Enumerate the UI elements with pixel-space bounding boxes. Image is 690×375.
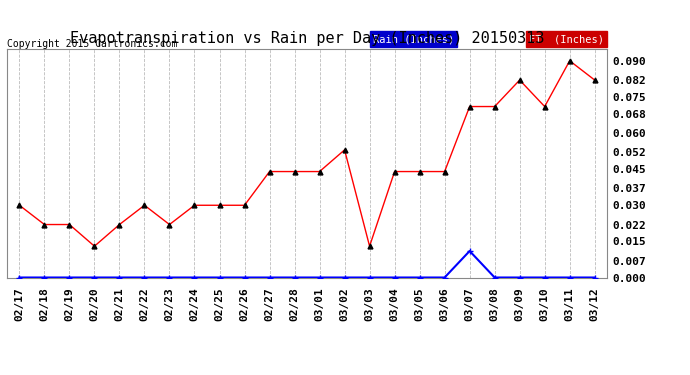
Text: Copyright 2015 Cartronics.com: Copyright 2015 Cartronics.com [7, 39, 177, 50]
Text: ET  (Inches): ET (Inches) [529, 34, 604, 44]
Text: Rain (Inches): Rain (Inches) [373, 34, 454, 44]
Title: Evapotranspiration vs Rain per Day (Inches) 20150313: Evapotranspiration vs Rain per Day (Inch… [70, 31, 544, 46]
